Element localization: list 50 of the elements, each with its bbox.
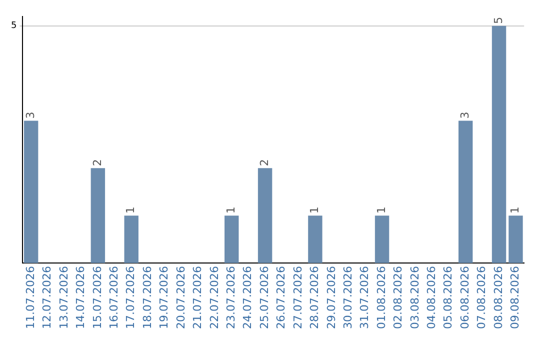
x-tick-label: 24.07.2026 <box>241 266 254 330</box>
x-tick-label: 30.07.2026 <box>341 266 354 330</box>
bar <box>374 216 390 264</box>
x-tick-label: 17.07.2026 <box>124 266 138 330</box>
x-tick-label: 15.07.2026 <box>90 266 104 330</box>
x-tick-label: 06.08.2026 <box>458 266 472 330</box>
x-tick-label: 29.07.2026 <box>324 266 338 330</box>
data-label: 2 <box>90 159 104 166</box>
data-label: 1 <box>224 206 238 214</box>
x-tick-label: 01.08.2026 <box>374 266 388 330</box>
bar <box>508 216 523 264</box>
data-label: 5 <box>492 16 505 24</box>
x-tick-label: 07.08.2026 <box>475 266 488 330</box>
x-tick-label: 16.07.2026 <box>108 266 120 330</box>
x-tick-label: 13.07.2026 <box>57 266 70 330</box>
data-label: 1 <box>308 206 322 214</box>
bar <box>224 216 239 264</box>
x-tick-label: 31.07.2026 <box>358 266 372 330</box>
x-tick-label: 22.07.2026 <box>208 266 221 330</box>
x-tick-label: 11.07.2026 <box>24 266 37 330</box>
x-tick-label: 04.08.2026 <box>425 266 438 330</box>
data-label: 2 <box>258 159 271 166</box>
x-tick-label: 09.08.2026 <box>508 266 522 330</box>
x-tick-label: 19.07.2026 <box>158 266 171 330</box>
x-tick-label: 25.07.2026 <box>258 266 271 330</box>
x-tick-label: 05.08.2026 <box>442 266 455 330</box>
x-tick-label: 20.07.2026 <box>174 266 188 330</box>
x-tick-label: 18.07.2026 <box>140 266 154 330</box>
data-label: 3 <box>458 112 472 119</box>
data-label: 1 <box>124 206 138 214</box>
bar <box>458 120 473 264</box>
x-tick-label: 12.07.2026 <box>40 266 54 330</box>
x-tick-label: 03.08.2026 <box>408 266 422 330</box>
x-tick-label: 02.08.2026 <box>392 266 405 330</box>
x-tick-label: 21.07.2026 <box>191 266 204 330</box>
bar <box>258 168 272 264</box>
x-tick-label: 08.08.2026 <box>492 266 505 330</box>
x-tick-label: 23.07.2026 <box>224 266 238 330</box>
x-tick-label: 26.07.2026 <box>274 266 288 330</box>
bar <box>90 168 106 264</box>
bar <box>308 216 322 264</box>
bar <box>124 216 138 264</box>
bar <box>24 120 38 264</box>
data-label: 3 <box>24 112 37 119</box>
bar <box>492 26 506 264</box>
x-tick-label: 27.07.2026 <box>291 266 304 330</box>
x-tick-label: 14.07.2026 <box>74 266 88 330</box>
x-tick-label: 28.07.2026 <box>308 266 322 330</box>
data-label: 1 <box>374 206 388 214</box>
data-label: 1 <box>508 206 522 214</box>
